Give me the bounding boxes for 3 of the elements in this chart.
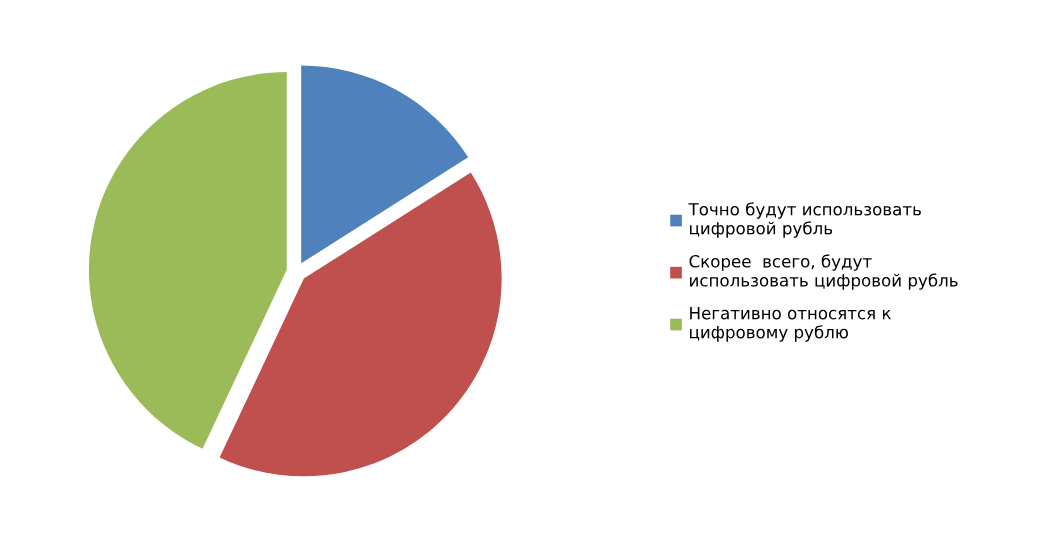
legend-label: Точно будут использовать цифровой рубль <box>688 202 921 238</box>
legend-label: Негативно относятся к цифровому рублю <box>690 307 891 342</box>
legend-label: Скорее всего, будут использовать цифровой рубль <box>689 254 958 290</box>
